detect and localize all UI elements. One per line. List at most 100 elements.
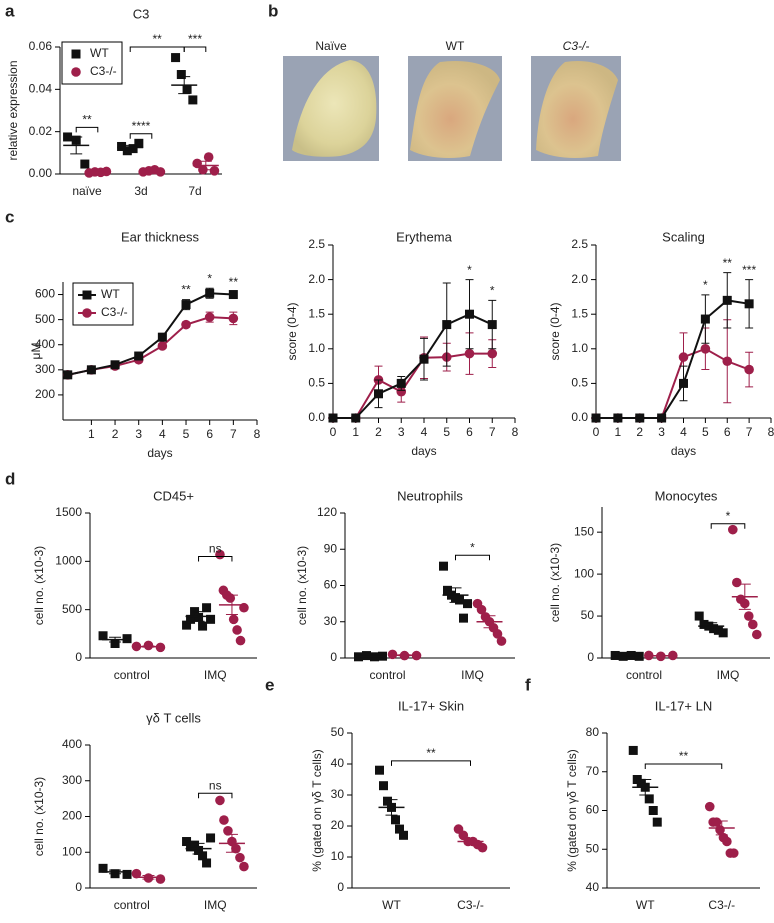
y-tick-label: 2.5	[308, 237, 325, 251]
marker	[718, 628, 728, 638]
marker	[591, 413, 601, 423]
marker	[700, 314, 710, 324]
y-tick-label: 40	[586, 880, 600, 894]
marker	[728, 848, 739, 858]
marker	[644, 794, 654, 804]
y-tick-label: 0.02	[29, 124, 53, 138]
significance-bracket	[455, 554, 490, 561]
y-tick-label: 1.5	[571, 306, 588, 320]
marker	[443, 585, 452, 595]
marker	[86, 365, 96, 375]
significance: *	[207, 271, 212, 285]
marker	[496, 636, 507, 646]
significance: *	[703, 278, 708, 292]
y-tick-label: 1500	[55, 505, 82, 519]
marker	[628, 745, 638, 755]
y-axis-label: score (0-4)	[548, 302, 562, 360]
x-axis-label: days	[671, 444, 696, 458]
x-tick-label: 7	[746, 425, 753, 439]
marker	[181, 319, 191, 330]
marker	[442, 320, 452, 330]
y-tick-label: 0.5	[571, 376, 588, 390]
y-tick-label: 0	[330, 650, 337, 664]
x-tick-label: 6	[466, 425, 473, 439]
marker	[110, 360, 120, 370]
marker	[134, 351, 144, 361]
x-tick-label: 8	[254, 427, 261, 441]
x-tick-label: 5	[183, 427, 190, 441]
marker	[613, 413, 623, 423]
y-axis-label: % (gated on γδ T cells)	[310, 749, 324, 872]
marker	[464, 348, 475, 359]
significance: ***	[188, 32, 202, 46]
y-tick-label: 300	[62, 773, 82, 787]
panel-label: c	[5, 207, 14, 226]
y-tick-label: 0	[75, 880, 82, 894]
y-tick-label: 90	[324, 541, 338, 555]
y-tick-label: 100	[574, 566, 594, 580]
marker	[202, 603, 212, 613]
marker	[80, 159, 90, 169]
significance-bracket	[198, 792, 233, 799]
error-bar	[142, 874, 155, 880]
marker	[328, 413, 338, 423]
x-tick-label: control	[626, 668, 662, 682]
significance-bracket	[183, 46, 207, 52]
x-tick-label: 3	[135, 427, 142, 441]
y-tick-label: 150	[574, 524, 594, 538]
marker	[351, 413, 361, 423]
y-tick-label: 10	[331, 849, 345, 863]
error-bar	[109, 636, 122, 643]
significance: ns	[209, 778, 222, 792]
y-tick-label: 1000	[55, 554, 82, 568]
x-tick-label: naïve	[72, 184, 102, 198]
significance: **	[181, 283, 191, 297]
ear-tissue	[292, 60, 377, 157]
error-bar	[225, 833, 238, 853]
panel-label: b	[268, 1, 278, 20]
error-bar	[639, 779, 652, 796]
significance: **	[153, 32, 163, 46]
x-tick-label: 8	[768, 425, 774, 439]
x-tick-label: 8	[512, 425, 519, 439]
legend-label: WT	[90, 46, 109, 60]
y-tick-label: 30	[324, 614, 338, 628]
error-bar	[483, 615, 496, 629]
error-bar	[91, 170, 104, 174]
marker	[704, 801, 715, 812]
y-tick-label: 500	[35, 312, 55, 326]
x-tick-label: 2	[636, 425, 643, 439]
y-tick-label: 200	[62, 809, 82, 823]
marker	[204, 312, 215, 322]
x-tick-label: IMQ	[204, 898, 227, 912]
marker	[131, 868, 142, 879]
marker	[228, 313, 239, 324]
significance: **	[229, 275, 239, 289]
y-tick-label: 600	[35, 287, 55, 301]
x-tick-label: C3-/-	[457, 898, 484, 912]
significance: **	[679, 749, 689, 763]
error-bar	[142, 645, 155, 648]
y-tick-label: 30	[331, 787, 345, 801]
chart-title: IL-17+ LN	[655, 698, 712, 713]
significance-bracket	[129, 133, 153, 139]
error-bar	[192, 842, 205, 855]
legend-box	[72, 282, 134, 326]
significance: **	[723, 256, 733, 270]
marker	[188, 95, 198, 105]
y-tick-label: 1.0	[308, 341, 325, 355]
y-tick-label: 0.06	[29, 39, 53, 53]
marker	[186, 614, 196, 624]
marker	[379, 781, 388, 791]
error-bar	[621, 655, 634, 657]
x-tick-label: WT	[636, 898, 655, 912]
marker	[635, 413, 645, 423]
error-bar	[398, 654, 411, 657]
significance-bracket	[198, 556, 233, 562]
marker	[134, 138, 144, 148]
panel-label: f	[525, 675, 531, 694]
x-tick-label: 5	[443, 425, 450, 439]
marker	[143, 640, 154, 651]
y-tick-label: 60	[586, 803, 600, 817]
significance: *	[726, 509, 731, 523]
